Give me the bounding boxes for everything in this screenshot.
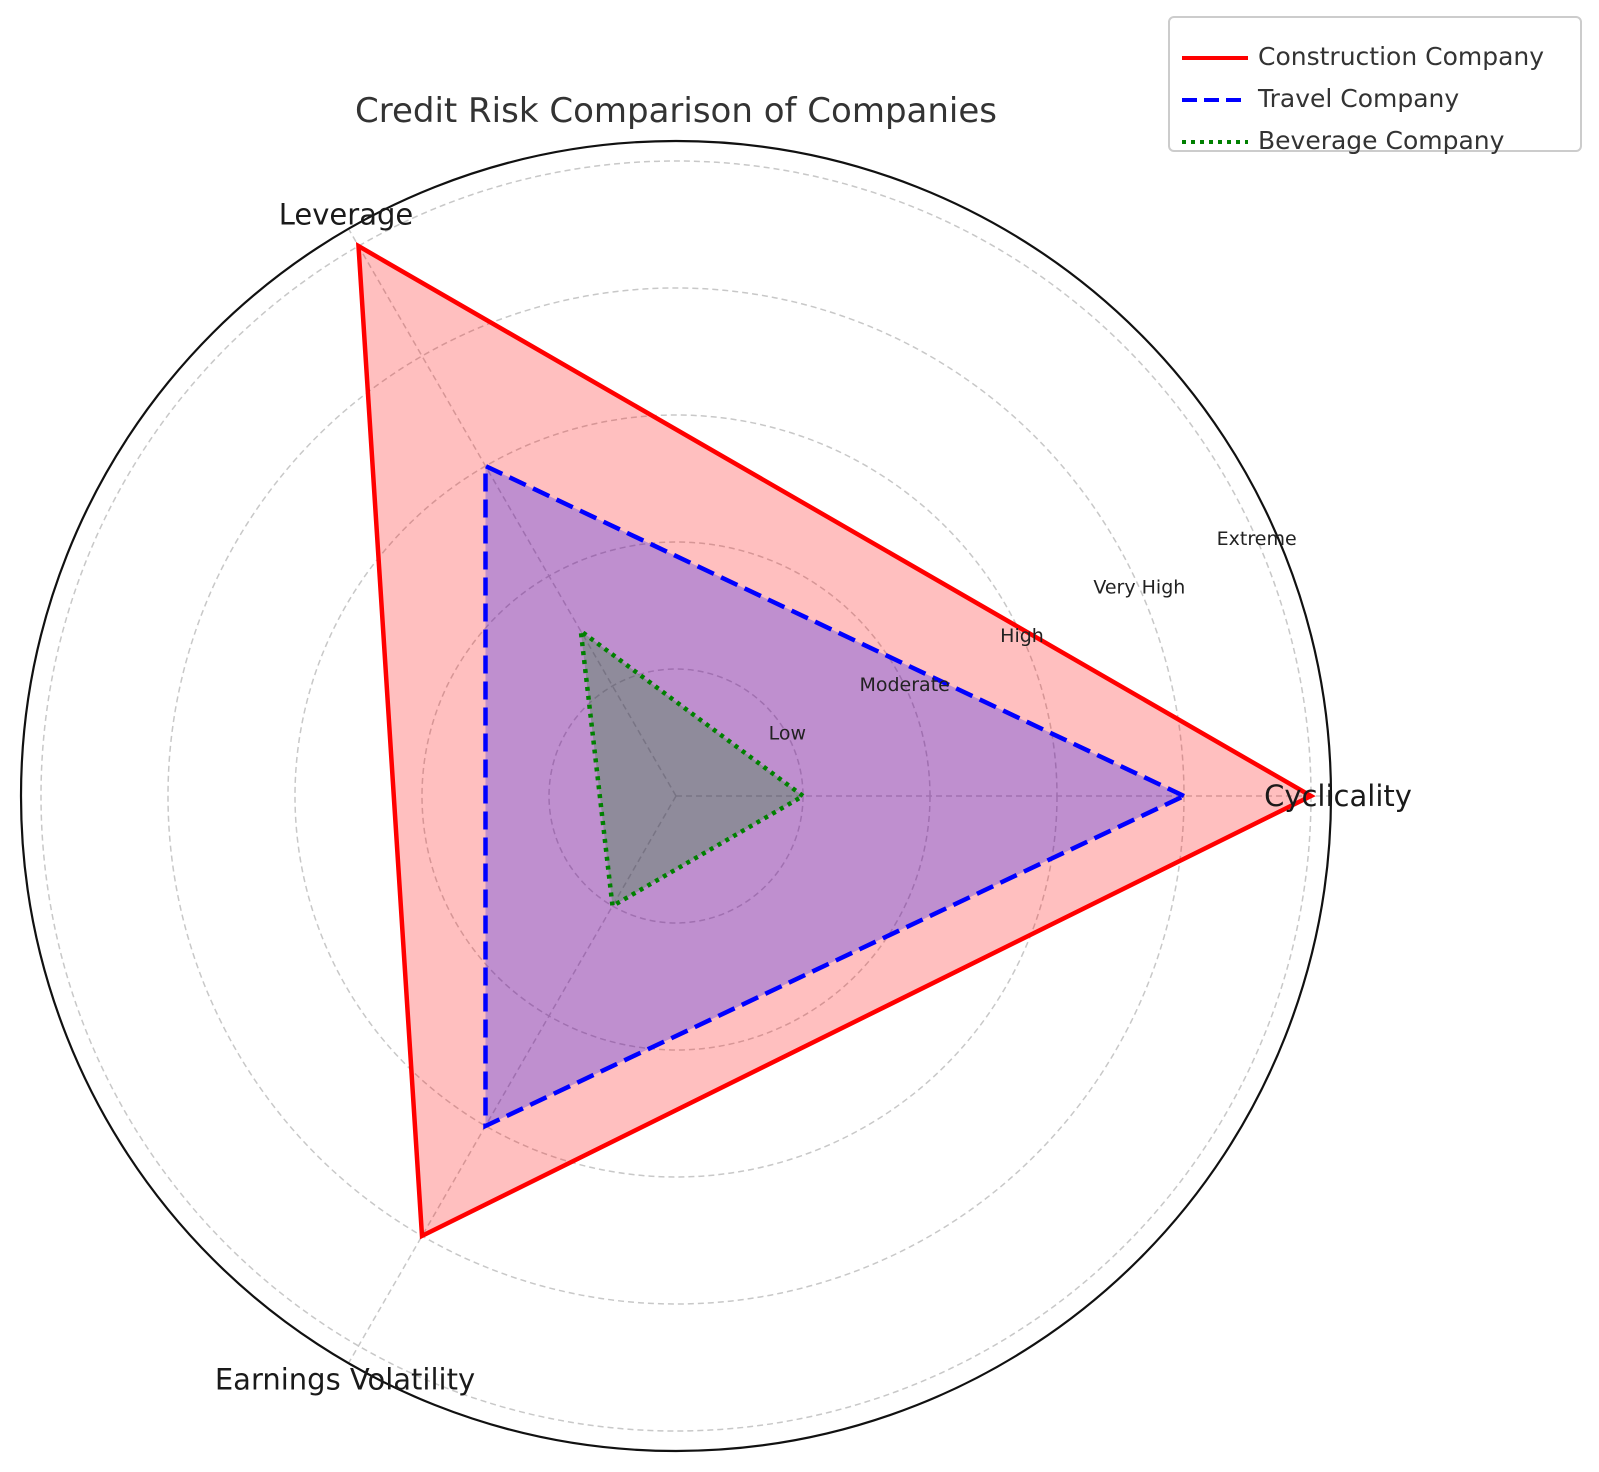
series-fill-2 [580, 631, 803, 906]
radial-grid [19, 139, 1333, 1453]
series-line-2 [577, 626, 808, 910]
series-fill-1 [485, 466, 1184, 1126]
legend-swatch-beverage [1182, 140, 1248, 144]
legend-item-travel: Travel Company [1170, 80, 1580, 120]
axis-label: Earnings Volatility [215, 1362, 475, 1396]
radial-tick-label: Very High [1093, 577, 1185, 599]
legend: Construction Company Travel Company Beve… [1168, 16, 1582, 155]
label-layer: Low Moderate High Very High Extreme Cyclicali… [215, 197, 1412, 1396]
legend-swatch-travel [1182, 98, 1248, 102]
series-line-0 [355, 242, 1316, 1240]
chart-title: Credit Risk Comparison of Companies [355, 91, 997, 131]
series-layer [355, 242, 1316, 1240]
radial-tick-label: High [1000, 625, 1044, 647]
legend-swatch-construction [1182, 56, 1248, 60]
legend-label-beverage: Beverage Company [1258, 126, 1505, 155]
radial-tick-label: Moderate [859, 674, 949, 696]
axis-label: Cyclicality [1264, 779, 1412, 813]
polar-frame [19, 139, 1333, 1453]
legend-item-construction: Construction Company [1170, 38, 1580, 78]
axis-label: Leverage [279, 197, 413, 231]
series-line-1 [483, 462, 1190, 1130]
grid-spoke [347, 795, 677, 1364]
radial-tick-label: Extreme [1217, 528, 1297, 550]
legend-label-travel: Travel Company [1258, 84, 1460, 113]
legend-label-construction: Construction Company [1258, 42, 1545, 71]
grid-spoke [347, 228, 677, 797]
legend-item-beverage: Beverage Company [1170, 122, 1580, 162]
series-fill-0 [358, 246, 1311, 1236]
radial-tick-label: Low [769, 722, 806, 744]
